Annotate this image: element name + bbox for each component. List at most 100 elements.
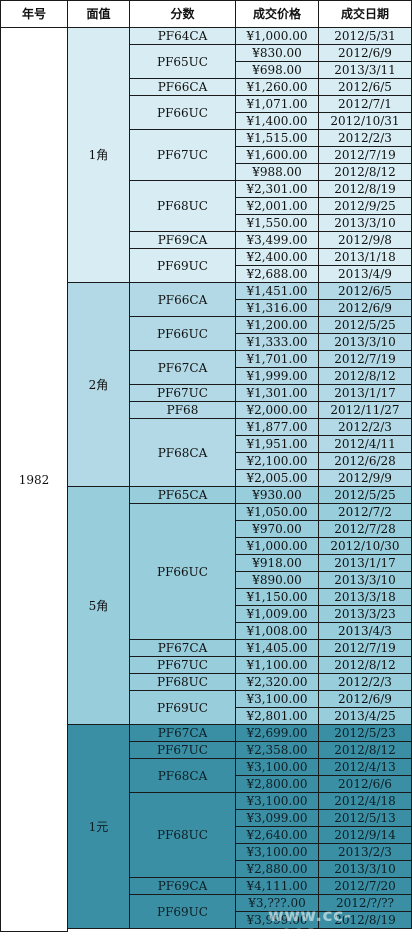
grade-cell: PF67UC bbox=[130, 130, 236, 181]
date-cell: 2013/3/10 bbox=[319, 861, 412, 878]
grade-cell: PF69CA bbox=[130, 232, 236, 249]
grade-cell: PF66UC bbox=[130, 96, 236, 130]
price-cell: ¥1,400.00 bbox=[236, 113, 319, 130]
grade-cell: PF68UC bbox=[130, 674, 236, 691]
grade-cell: PF67CA bbox=[130, 725, 236, 742]
price-cell: ¥1,316.00 bbox=[236, 300, 319, 317]
price-cell: ¥2,640.00 bbox=[236, 827, 319, 844]
price-cell: ¥2,005.00 bbox=[236, 470, 319, 487]
date-cell: 2012/8/12 bbox=[319, 742, 412, 759]
price-cell: ¥2,880.00 bbox=[236, 861, 319, 878]
column-header: 成交日期 bbox=[319, 1, 412, 28]
date-cell: 2012/5/25 bbox=[319, 487, 412, 504]
date-cell: 2012/7/2 bbox=[319, 504, 412, 521]
price-cell: ¥1,009.00 bbox=[236, 606, 319, 623]
price-cell: ¥2,800.00 bbox=[236, 776, 319, 793]
grade-cell: PF67UC bbox=[130, 385, 236, 402]
price-cell: ¥2,320.00 bbox=[236, 674, 319, 691]
grade-cell: PF68UC bbox=[130, 793, 236, 878]
grade-cell: PF68UC bbox=[130, 181, 236, 232]
grade-cell: PF68 bbox=[130, 402, 236, 419]
price-cell: ¥698.00 bbox=[236, 62, 319, 79]
date-cell: 2012/6/5 bbox=[319, 283, 412, 300]
date-cell: 2012/6/9 bbox=[319, 691, 412, 708]
price-cell: ¥3,499.00 bbox=[236, 232, 319, 249]
date-cell: 2012/10/31 bbox=[319, 113, 412, 130]
watermark: www.cc-n001.com bbox=[268, 906, 366, 946]
date-cell: 2012/8/12 bbox=[319, 368, 412, 385]
grade-cell: PF69UC bbox=[130, 895, 236, 929]
price-cell: ¥2,400.00 bbox=[236, 249, 319, 266]
price-cell: ¥1,405.00 bbox=[236, 640, 319, 657]
price-cell: ¥2,001.00 bbox=[236, 198, 319, 215]
price-cell: ¥2,688.00 bbox=[236, 266, 319, 283]
date-cell: 2013/1/17 bbox=[319, 555, 412, 572]
date-cell: 2012/5/25 bbox=[319, 317, 412, 334]
price-cell: ¥1,000.00 bbox=[236, 538, 319, 555]
grade-cell: PF68CA bbox=[130, 759, 236, 793]
grade-cell: PF67UC bbox=[130, 742, 236, 759]
date-cell: 2013/2/3 bbox=[319, 844, 412, 861]
date-cell: 2012/7/1 bbox=[319, 96, 412, 113]
price-cell: ¥4,111.00 bbox=[236, 878, 319, 895]
price-cell: ¥3,100.00 bbox=[236, 844, 319, 861]
price-cell: ¥930.00 bbox=[236, 487, 319, 504]
price-cell: ¥3,???.00 bbox=[236, 895, 319, 912]
column-header: 年号 bbox=[1, 1, 68, 28]
date-cell: 2012/5/23 bbox=[319, 725, 412, 742]
price-cell: ¥1,451.00 bbox=[236, 283, 319, 300]
date-cell: 2012/2/3 bbox=[319, 130, 412, 147]
grade-cell: PF66UC bbox=[130, 504, 236, 640]
grade-cell: PF67CA bbox=[130, 351, 236, 385]
date-cell: 2012/9/25 bbox=[319, 198, 412, 215]
column-header: 面值 bbox=[68, 1, 130, 28]
grade-cell: PF69CA bbox=[130, 878, 236, 895]
price-cell: ¥2,301.00 bbox=[236, 181, 319, 198]
price-cell: ¥1,550.00 bbox=[236, 215, 319, 232]
column-header: 分数 bbox=[130, 1, 236, 28]
denomination-cell: 1角 bbox=[68, 28, 130, 283]
price-cell: ¥988.00 bbox=[236, 164, 319, 181]
date-cell: 2012/8/19 bbox=[319, 181, 412, 198]
price-cell: ¥890.00 bbox=[236, 572, 319, 589]
price-cell: ¥3,100.00 bbox=[236, 793, 319, 810]
denomination-cell: 1元 bbox=[68, 725, 130, 929]
grade-cell: PF66UC bbox=[130, 317, 236, 351]
date-cell: 2012/4/11 bbox=[319, 436, 412, 453]
date-cell: 2012/6/6 bbox=[319, 776, 412, 793]
date-cell: 2012/5/31 bbox=[319, 28, 412, 45]
date-cell: 2012/5/13 bbox=[319, 810, 412, 827]
price-cell: ¥1,050.00 bbox=[236, 504, 319, 521]
date-cell: 2013/1/18 bbox=[319, 249, 412, 266]
year-cell: 1982 bbox=[1, 28, 68, 932]
price-cell: ¥1,000.00 bbox=[236, 28, 319, 45]
date-cell: 2012/9/14 bbox=[319, 827, 412, 844]
date-cell: 2013/1/17 bbox=[319, 385, 412, 402]
date-cell: 2012/7/19 bbox=[319, 147, 412, 164]
date-cell: 2012/6/5 bbox=[319, 79, 412, 96]
price-cell: ¥918.00 bbox=[236, 555, 319, 572]
date-cell: 2012/4/18 bbox=[319, 793, 412, 810]
date-cell: 2012/4/13 bbox=[319, 759, 412, 776]
grade-cell: PF64CA bbox=[130, 28, 236, 45]
date-cell: 2012/8/12 bbox=[319, 164, 412, 181]
price-cell: ¥1,701.00 bbox=[236, 351, 319, 368]
date-cell: 2013/4/3 bbox=[319, 623, 412, 640]
grade-cell: PF68CA bbox=[130, 419, 236, 487]
price-cell: ¥1,301.00 bbox=[236, 385, 319, 402]
price-cell: ¥1,008.00 bbox=[236, 623, 319, 640]
price-cell: ¥2,100.00 bbox=[236, 453, 319, 470]
date-cell: 2013/4/25 bbox=[319, 708, 412, 725]
price-cell: ¥3,100.00 bbox=[236, 759, 319, 776]
price-cell: ¥1,333.00 bbox=[236, 334, 319, 351]
date-cell: 2012/7/28 bbox=[319, 521, 412, 538]
price-cell: ¥2,000.00 bbox=[236, 402, 319, 419]
price-cell: ¥2,801.00 bbox=[236, 708, 319, 725]
price-cell: ¥1,877.00 bbox=[236, 419, 319, 436]
date-cell: 2013/3/10 bbox=[319, 215, 412, 232]
price-cell: ¥1,600.00 bbox=[236, 147, 319, 164]
grade-cell: PF65UC bbox=[130, 45, 236, 79]
date-cell: 2012/7/19 bbox=[319, 351, 412, 368]
column-header: 成交价格 bbox=[236, 1, 319, 28]
